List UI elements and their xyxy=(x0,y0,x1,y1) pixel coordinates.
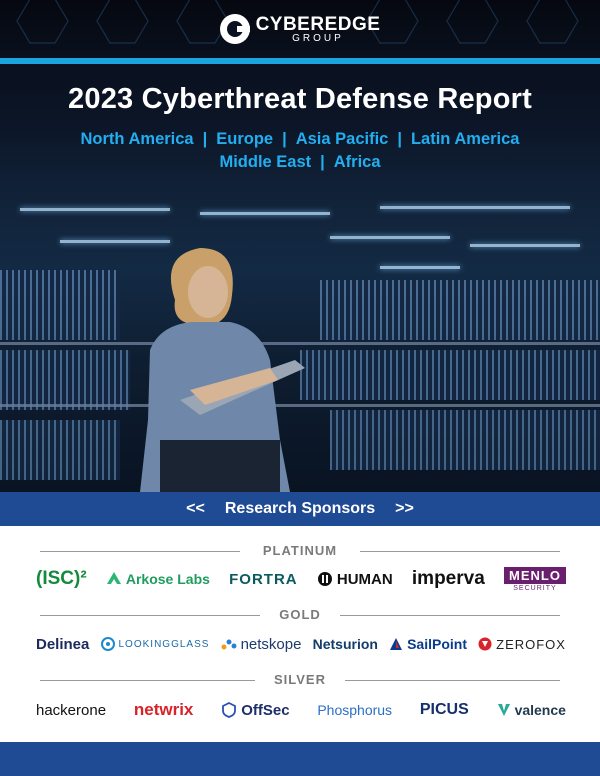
region: Latin America xyxy=(410,130,520,148)
netskope-logo: netskope xyxy=(221,636,301,653)
tier-label: SILVER xyxy=(274,672,326,687)
offsec-logo: OffSec xyxy=(221,702,290,719)
woman-with-laptop xyxy=(140,248,305,492)
offsec-icon xyxy=(222,702,237,718)
cyberedge-logo: CYBEREDGE GROUP xyxy=(0,14,600,49)
gold-logos: Delinea LOOKINGGLASS netskope Netsurion … xyxy=(36,631,566,657)
arkose-icon xyxy=(106,572,121,584)
region: Middle East xyxy=(219,153,312,171)
tier-platinum: PLATINUM xyxy=(40,544,560,558)
hackerone-logo: hackerone xyxy=(36,701,107,719)
accent-bar xyxy=(0,58,600,64)
sailpoint-icon xyxy=(390,638,403,650)
zerofox-logo: ZEROFOX xyxy=(478,637,566,652)
phosphorus-logo: Phosphorus xyxy=(317,702,393,718)
lookingglass-icon xyxy=(100,637,115,651)
human-logo: HUMAN xyxy=(317,571,393,588)
region-separator: | xyxy=(320,153,325,171)
region: North America xyxy=(80,130,194,148)
region-separator: | xyxy=(397,130,402,148)
hexagon-pattern xyxy=(16,0,579,44)
valence-icon xyxy=(497,704,510,716)
regions: North America | Europe | Asia Pacific | Latin … xyxy=(0,128,600,174)
tier-silver: SILVER xyxy=(40,673,560,687)
platinum-logos: (ISC)² Arkose Labs FORTRA HUMAN imperva … xyxy=(36,566,566,592)
banner-label: Research Sponsors xyxy=(224,500,376,517)
lookingglass-logo: LOOKINGGLASS xyxy=(100,637,210,651)
footer-bar xyxy=(0,742,600,776)
research-sponsors-banner: << Research Sponsors >> xyxy=(0,492,600,526)
fortra-logo: FORTRA xyxy=(229,570,298,588)
picus-logo: PICUS xyxy=(419,701,469,718)
page-title: 2023 Cyberthreat Defense Report xyxy=(68,83,532,115)
brand-sub: GROUP xyxy=(292,32,344,44)
tier-gold: GOLD xyxy=(40,608,560,622)
tier-label: PLATINUM xyxy=(262,543,338,558)
menlo-security-logo: MENLO SECURITY xyxy=(504,566,566,592)
arkose-labs-logo: Arkose Labs xyxy=(106,571,210,587)
banner-left-chevrons: << xyxy=(186,500,205,517)
sailpoint-logo: SailPoint xyxy=(389,636,467,652)
data-center-photo xyxy=(0,170,600,492)
human-icon xyxy=(317,572,332,586)
imperva-logo: imperva xyxy=(411,568,485,589)
isc2-logo: (ISC)² xyxy=(36,568,87,589)
netskope-icon xyxy=(221,639,237,650)
brand-name: CYBEREDGE xyxy=(255,13,381,35)
tier-label: GOLD xyxy=(279,607,321,622)
banner-right-chevrons: >> xyxy=(395,500,414,517)
delinea-logo: Delinea xyxy=(36,635,90,653)
region: Asia Pacific xyxy=(295,130,389,148)
netsurion-logo: Netsurion xyxy=(312,636,378,652)
netwrix-logo: netwrix xyxy=(133,700,194,719)
region-separator: | xyxy=(202,130,208,148)
valence-logo: valence xyxy=(497,702,566,718)
zerofox-icon xyxy=(478,637,492,651)
region: Africa xyxy=(333,153,381,171)
region: Europe xyxy=(216,130,274,148)
cyberedge-logo-icon xyxy=(219,14,250,44)
regions-line-1: North America | Europe | Asia Pacific | Latin … xyxy=(0,128,600,151)
silver-logos: hackerone netwrix OffSec Phosphorus PICU… xyxy=(36,697,566,723)
regions-line-2: Middle East | Africa xyxy=(0,151,600,174)
hero-section: CYBEREDGE GROUP 2023 Cyberthreat Defense… xyxy=(0,0,600,492)
region-separator: | xyxy=(282,130,287,148)
